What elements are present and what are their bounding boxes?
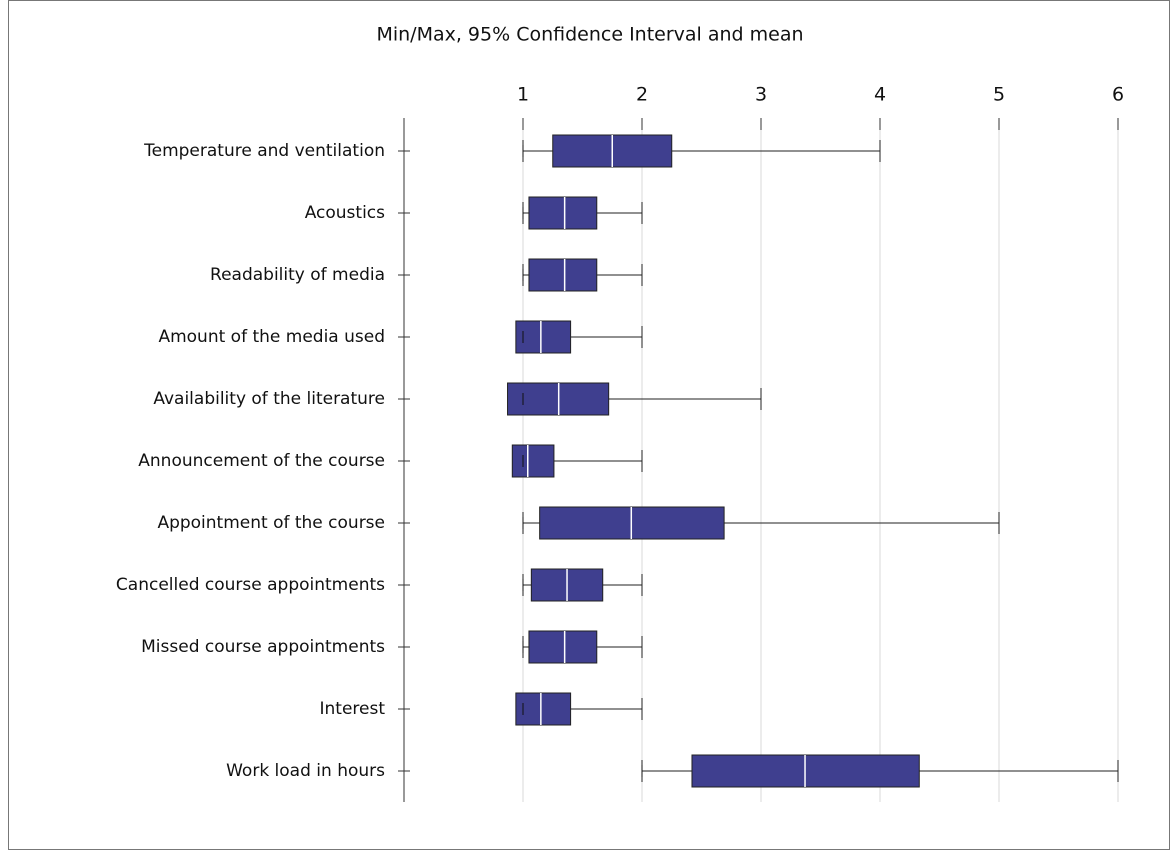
y-tick-label: Work load in hours [226,761,385,781]
x-tick-label: 4 [874,84,886,106]
x-tick-label: 6 [1112,84,1124,106]
x-tick-label: 3 [755,84,767,106]
x-tick-label: 2 [636,84,648,106]
y-tick-label: Availability of the literature [153,389,385,409]
ci-box [511,444,555,478]
ci-box [528,196,598,230]
chart-title: Min/Max, 95% Confidence Interval and mea… [376,24,803,46]
ci-box [515,320,572,354]
y-tick-label: Announcement of the course [138,451,385,471]
ci-box [515,692,572,726]
y-tick-label: Appointment of the course [157,513,385,533]
ci-box [528,258,598,292]
y-tick-label: Readability of media [210,265,385,285]
y-tick-label: Cancelled course appointments [116,575,385,595]
y-tick-label: Acoustics [305,203,385,223]
ci-box [528,630,598,664]
y-tick-label: Temperature and ventilation [143,141,385,161]
y-tick-label: Amount of the media used [158,327,385,347]
y-tick-label: Missed course appointments [141,637,385,657]
x-tick-label: 5 [993,84,1005,106]
y-tick-label: Interest [319,699,385,719]
frame [8,0,1170,850]
x-tick-label: 1 [517,84,529,106]
